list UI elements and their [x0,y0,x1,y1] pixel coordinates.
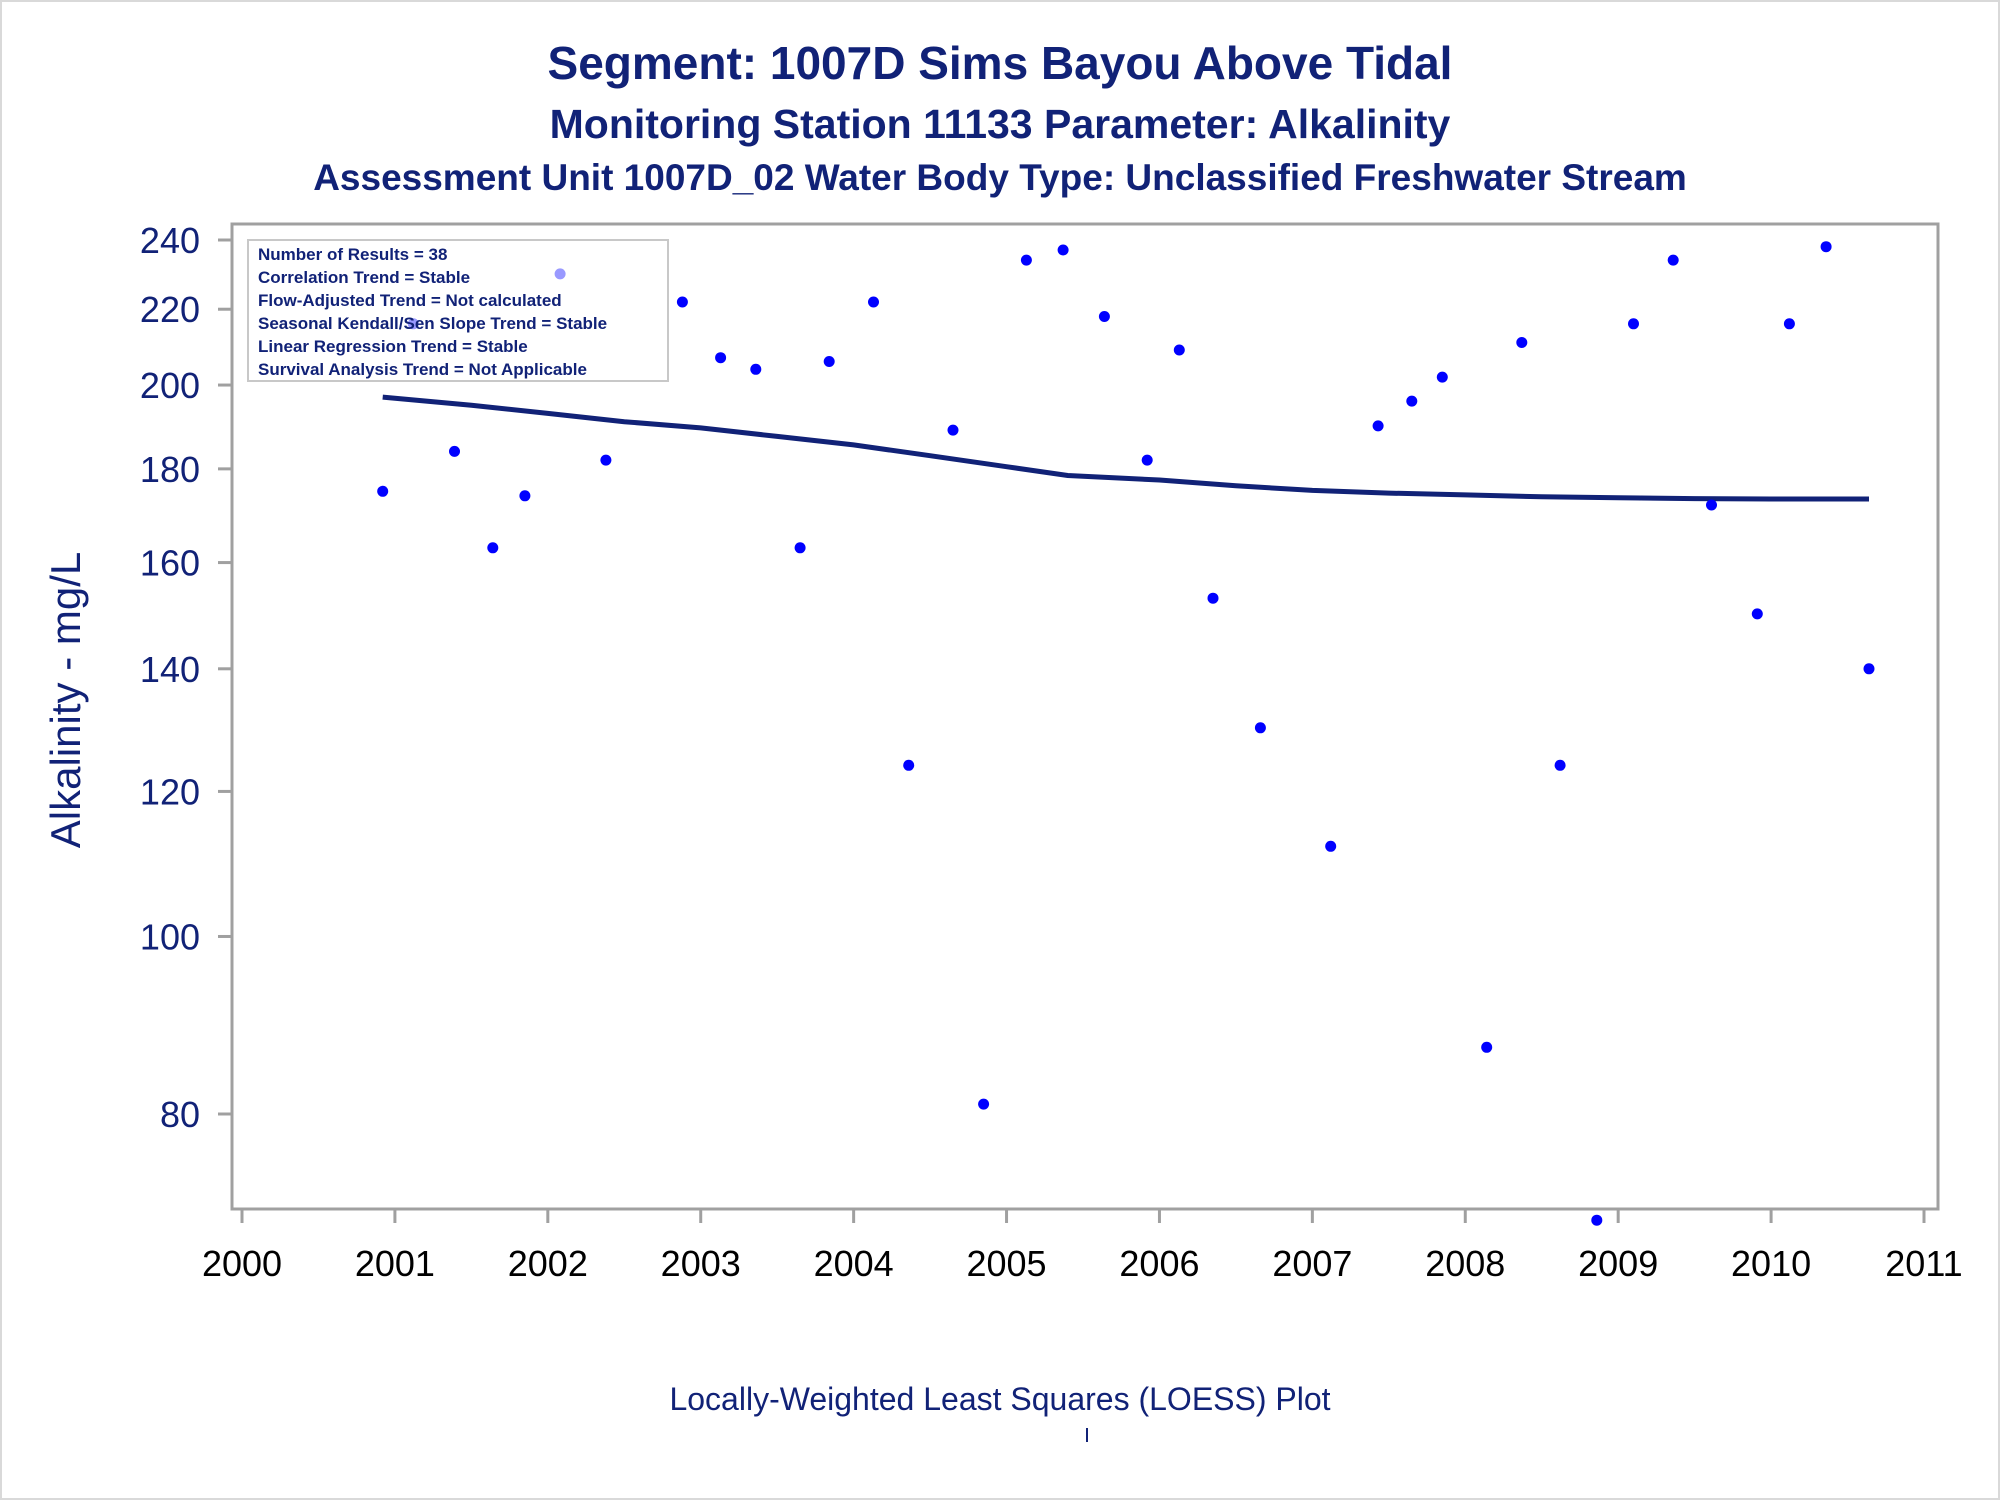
x-tick-label: 2003 [661,1243,741,1284]
data-point [903,759,915,771]
stats-box-border [247,239,669,382]
x-tick-label: 2000 [202,1243,282,1284]
y-axis: 80 100 120 140 160 180 200 220 240 [140,220,232,1135]
x-tick-label: 2007 [1272,1243,1352,1284]
data-point [1325,840,1337,852]
data-point [750,363,762,375]
data-point [1820,241,1832,253]
x-tick-label: 2011 [1885,1243,1962,1284]
data-point [1481,1041,1493,1053]
data-point [1372,420,1384,432]
data-point [794,542,806,554]
loess-trend-line [382,394,1869,502]
data-point [1173,344,1185,356]
chart-title: Segment: 1007D Sims Bayou Above Tidal [547,37,1453,89]
data-point [1254,722,1266,734]
footnote-mark [1086,1428,1088,1442]
chart-subtitle-2: Assessment Unit 1007D_02 Water Body Type… [313,157,1687,198]
y-tick-label: 140 [140,649,200,690]
data-point [1406,395,1418,407]
x-tick-label: 2001 [355,1243,435,1284]
data-point [1783,318,1795,330]
x-tick-label: 2004 [814,1243,894,1284]
y-tick-label: 180 [140,449,200,490]
y-axis-label: Alkalinity - mg/L [42,552,89,848]
data-point [1554,759,1566,771]
data-point [1667,254,1679,266]
y-tick-label: 240 [140,220,200,261]
data-point [868,296,879,308]
stats-line: Flow-Adjusted Trend = Not calculated [258,291,562,310]
data-point [1098,311,1110,322]
x-axis: 2000 2001 2002 2003 2004 2005 2006 2007 2008 2009… [202,1209,1963,1284]
stats-line: Number of Results = 38 [258,245,447,264]
chart-footnote: Locally-Weighted Least Squares (LOESS) P… [669,1381,1331,1417]
data-point [1516,337,1528,348]
x-tick-label: 2006 [1119,1243,1199,1284]
data-point [1863,663,1875,675]
stats-line: Correlation Trend = Stable [258,268,470,287]
x-tick-label: 2002 [508,1243,588,1284]
x-tick-label: 2009 [1578,1243,1658,1284]
data-point [519,490,531,502]
data-point [823,356,835,367]
y-tick-label: 200 [140,365,200,406]
stats-box: Number of Results = 38 Correlation Trend … [247,239,669,382]
data-point [1751,608,1763,620]
data-point [1591,1214,1603,1226]
data-points [377,241,1875,1226]
data-point [978,1098,990,1110]
data-point [600,454,612,466]
data-point [1207,592,1219,604]
data-point [1706,499,1717,511]
data-point [1436,371,1448,383]
x-tick-label: 2005 [966,1243,1046,1284]
data-point [449,445,460,457]
y-tick-label: 100 [140,916,200,957]
stats-line: Linear Regression Trend = Stable [258,337,528,356]
data-point [487,542,499,554]
plot-area [230,222,1940,1211]
data-point [715,352,727,364]
data-point [1020,254,1032,266]
data-point [1057,244,1069,256]
data-point [1628,318,1639,330]
y-tick-label: 220 [140,289,200,330]
y-tick-label: 120 [140,771,200,812]
data-point [1141,454,1153,466]
data-point [676,296,688,308]
x-tick-label: 2010 [1731,1243,1811,1284]
y-tick-label: 160 [140,543,200,584]
x-tick-label: 2008 [1425,1243,1505,1284]
chart-subtitle: Monitoring Station 11133 Parameter: Alka… [549,101,1451,147]
data-point [947,424,959,436]
y-tick-label: 80 [160,1094,200,1135]
data-point [377,485,389,497]
stats-line: Survival Analysis Trend = Not Applicable [258,360,587,379]
stats-line: Seasonal Kendall/Sen Slope Trend = Stabl… [258,314,607,333]
